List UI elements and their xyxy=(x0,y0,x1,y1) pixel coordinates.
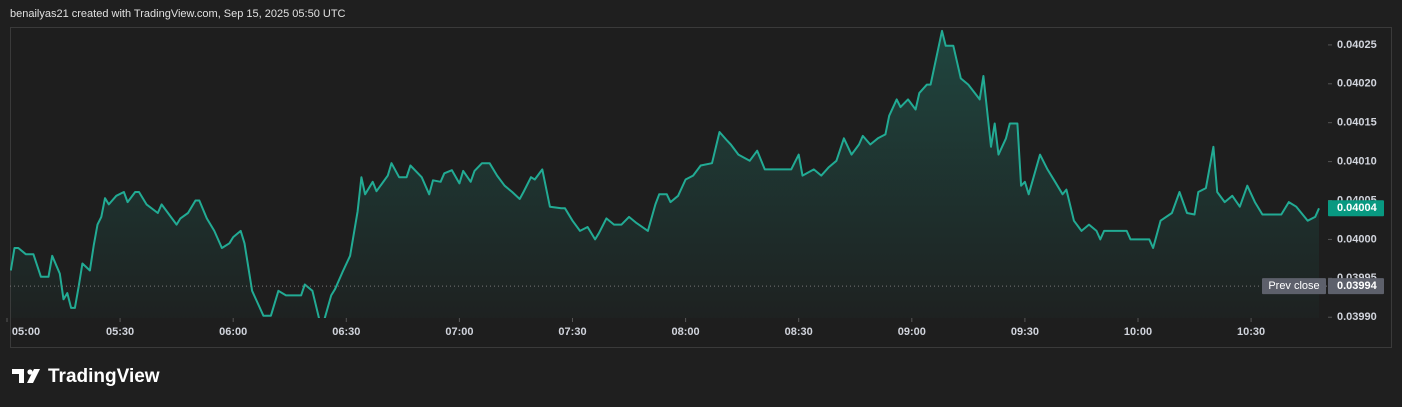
x-tick-label: 06:00 xyxy=(219,326,247,338)
header: benailyas21 created with TradingView.com… xyxy=(10,8,346,20)
x-tick-label: 10:00 xyxy=(1124,326,1152,338)
prev-close-label: Prev close xyxy=(1268,280,1319,292)
y-tick-label: 0.04020 xyxy=(1337,78,1377,90)
x-tick-label: 06:30 xyxy=(332,326,360,338)
logo xyxy=(12,369,40,383)
area-fill xyxy=(10,30,1319,318)
last-price-badge xyxy=(1328,200,1384,217)
x-tick-label: 05:30 xyxy=(106,326,134,338)
x-tick-label: 05:00 xyxy=(12,326,40,338)
prev-close-value: 0.03994 xyxy=(1337,280,1378,292)
price-line xyxy=(10,29,1320,318)
prev-close-tag xyxy=(1262,278,1326,295)
x-tick-label: 08:00 xyxy=(672,326,700,338)
y-tick-label: 0.04000 xyxy=(1337,233,1377,245)
x-tick-label: 07:30 xyxy=(558,326,586,338)
x-tick-label: 08:30 xyxy=(785,326,813,338)
x-tick-label: 07:00 xyxy=(445,326,473,338)
y-tick-label: 0.04010 xyxy=(1337,156,1377,168)
y-tick-label: 0.03990 xyxy=(1337,311,1377,323)
x-tick-label: 10:30 xyxy=(1237,326,1265,338)
x-tick-label: 09:00 xyxy=(898,326,926,338)
brand: TradingView xyxy=(48,366,160,387)
y-tick-label: 0.04015 xyxy=(1337,117,1377,129)
x-tick-label: 09:30 xyxy=(1011,326,1039,338)
y-tick-label: 0.04025 xyxy=(1337,39,1377,51)
prev-close-badge xyxy=(1328,278,1384,295)
last-price-label: 0.04004 xyxy=(1337,202,1378,214)
